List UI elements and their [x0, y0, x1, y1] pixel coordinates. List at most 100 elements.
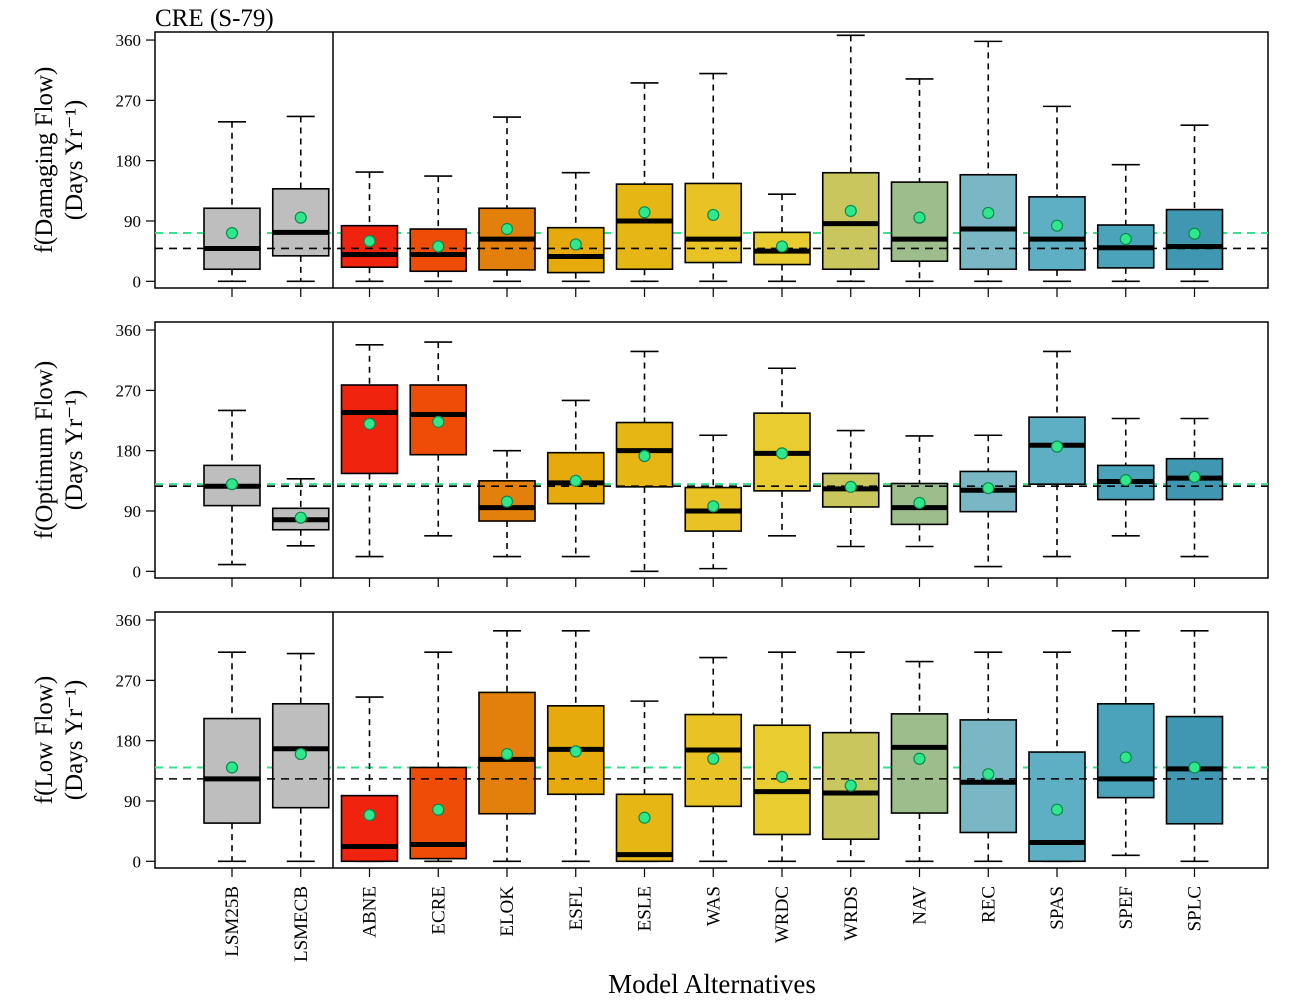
iqr-box: [1028, 196, 1086, 271]
y-tick-label: 90: [124, 212, 141, 231]
x-category-label: NAV: [910, 886, 931, 925]
figure-title: CRE (S-79): [155, 5, 274, 32]
box-lsmecb: [271, 478, 330, 587]
mean-point-esle: [638, 206, 651, 219]
mean-point-wrds: [844, 204, 857, 218]
y-tick-label: 270: [116, 381, 142, 400]
iqr-box: [271, 188, 330, 257]
x-axis-label: Model Alternatives: [608, 969, 816, 999]
box-was: [684, 656, 743, 877]
mean-point-lsmecb: [294, 511, 307, 524]
box-splc: [1165, 417, 1224, 587]
box-splc: [1165, 629, 1224, 877]
mean-point-wrdc: [775, 770, 789, 783]
y-axis-label-line2: (Days Yr⁻¹): [61, 680, 88, 800]
box-esle: [615, 82, 674, 297]
mean-point-abne: [363, 417, 376, 430]
box-nav: [890, 660, 949, 877]
x-category-label: ESFL: [566, 886, 587, 930]
mean-point-splc: [1188, 470, 1201, 483]
mean-point-spef: [1119, 232, 1132, 246]
panel-1: 0 90 180 270 360 f(Damaging Flow) (Days Yr⁻¹): [31, 31, 1269, 297]
box-nav: [890, 435, 949, 587]
mean-point-splc: [1188, 227, 1201, 240]
y-tick-label: 0: [133, 272, 142, 291]
mean-point-esle: [638, 449, 651, 463]
mean-point-esfl: [569, 474, 582, 487]
mean-point-lsm25b: [225, 761, 239, 774]
plot-frame: [154, 611, 1269, 869]
y-tick-label: 360: [116, 31, 142, 50]
mean-point-elok: [500, 495, 514, 508]
mean-point-was: [707, 208, 720, 222]
mean-point-spas: [1050, 440, 1064, 453]
box-spas: [1028, 105, 1086, 297]
box-esfl: [546, 399, 605, 587]
box-wrds: [821, 34, 880, 297]
iqr-box: [890, 482, 949, 526]
y-axis-label-line1: f(Damaging Flow): [31, 67, 58, 254]
panel-2: 0 90 180 270 360 f(Optimum Flow) (Days Yr⁻¹): [31, 321, 1269, 587]
iqr-box: [684, 182, 743, 264]
iqr-box: [1096, 703, 1155, 799]
mean-point-lsmecb: [294, 211, 307, 224]
y-axis-label-line2: (Days Yr⁻¹): [61, 390, 88, 510]
x-category-label: ECRE: [428, 886, 449, 935]
mean-point-rec: [982, 768, 995, 781]
mean-point-wrdc: [775, 447, 789, 460]
y-axis-label-line1: f(Low Flow): [31, 676, 58, 804]
mean-point-wrdc: [775, 240, 789, 253]
mean-point-spas: [1050, 803, 1064, 816]
iqr-box: [821, 171, 880, 271]
mean-point-ecre: [432, 240, 445, 253]
panel-3: 0 90 180 270 360 f(Low Flow) (Days Yr⁻¹): [31, 611, 1269, 877]
box-wrdc: [753, 367, 811, 587]
mean-point-elok: [500, 747, 514, 761]
mean-point-lsm25b: [225, 226, 239, 240]
y-tick-label: 180: [116, 442, 142, 461]
mean-point-esfl: [569, 238, 582, 251]
iqr-box: [340, 224, 399, 269]
mean-point-ecre: [432, 415, 445, 428]
mean-point-was: [707, 500, 720, 513]
box-abne: [340, 696, 399, 877]
box-nav: [890, 78, 949, 297]
x-category-label: ELOK: [497, 886, 518, 937]
box-wrds: [821, 429, 880, 587]
box-abne: [340, 343, 399, 587]
mean-point-rec: [982, 206, 995, 220]
mean-point-nav: [913, 211, 926, 224]
mean-point-spef: [1119, 474, 1132, 487]
box-elok: [478, 449, 536, 587]
box-abne: [340, 171, 399, 297]
y-tick-label: 180: [116, 152, 142, 171]
x-category-label: LSM25B: [222, 886, 243, 957]
x-category-labels: LSM25B LSMECB ABNE ECRE ELOK ESFL ESLE WAS WRDC W…: [222, 886, 1206, 962]
mean-point-abne: [363, 808, 376, 822]
box-esle: [615, 700, 674, 877]
y-axis-label-line2: (Days Yr⁻¹): [61, 100, 88, 220]
x-category-label: REC: [978, 886, 999, 923]
iqr-box: [615, 793, 674, 863]
x-category-label: ESLE: [635, 886, 656, 931]
x-category-label: WAS: [703, 886, 724, 926]
mean-point-splc: [1188, 761, 1201, 774]
box-was: [684, 72, 743, 297]
y-tick-label: 180: [116, 732, 142, 751]
box-rec: [959, 434, 1018, 587]
mean-point-nav: [913, 752, 926, 765]
box-lsm25b: [203, 409, 261, 587]
box-ecre: [409, 175, 468, 297]
mean-point-wrds: [844, 480, 857, 493]
x-category-label: SPEF: [1116, 886, 1137, 929]
mean-point-esfl: [569, 745, 582, 758]
mean-point-rec: [982, 482, 995, 495]
x-category-label: SPAS: [1047, 886, 1068, 930]
plot-frame: [154, 31, 1269, 289]
mean-point-esle: [638, 811, 651, 824]
y-tick-label: 270: [116, 91, 142, 110]
y-tick-label: 90: [124, 502, 141, 521]
mean-point-spef: [1119, 751, 1132, 764]
